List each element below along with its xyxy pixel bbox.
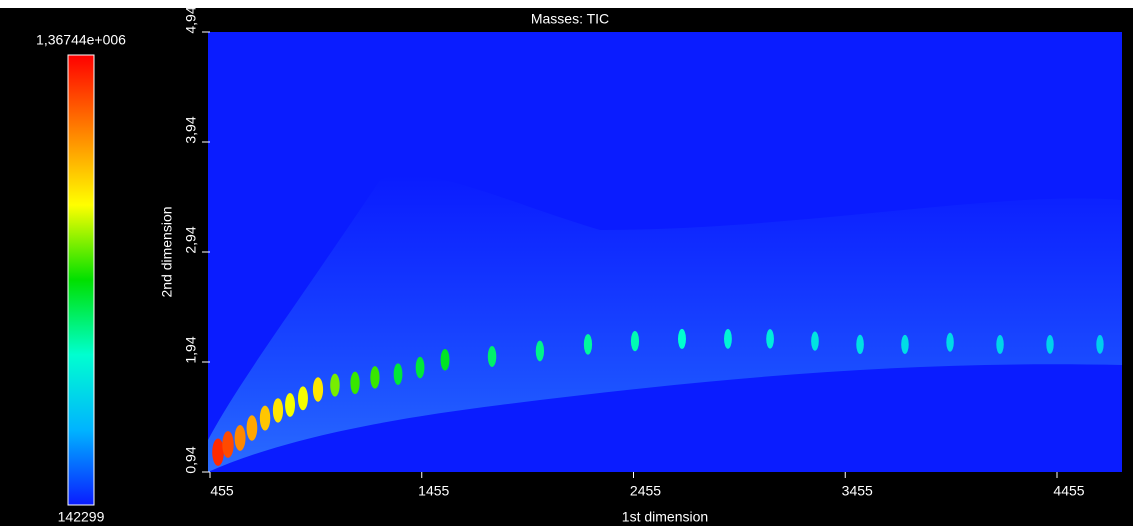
peak	[630, 330, 640, 352]
peak	[259, 405, 271, 431]
peak	[724, 329, 732, 349]
peak	[234, 424, 246, 451]
peak	[901, 334, 909, 354]
peak	[350, 371, 360, 395]
colorbar	[67, 54, 95, 506]
peak	[766, 329, 774, 349]
x-tick-label: 3455	[842, 483, 873, 499]
chart-title: Masses: TIC	[531, 11, 609, 27]
peak	[1096, 335, 1104, 354]
peak	[440, 348, 450, 371]
x-tick-label: 1455	[418, 483, 449, 499]
colorbar-label: 1,36744e+006	[36, 32, 126, 48]
peak	[856, 334, 864, 355]
y-tick-label: 1,94	[183, 336, 199, 363]
signal-band	[208, 174, 1122, 472]
y-tick-label: 2,94	[183, 226, 199, 253]
peak	[677, 328, 686, 349]
y-tick-label: 0,94	[183, 446, 199, 473]
peak	[272, 398, 284, 423]
peak	[222, 431, 234, 458]
y-tick-label: 3,94	[183, 116, 199, 143]
peak	[212, 438, 224, 466]
peak	[487, 346, 497, 367]
y-axis-label: 2nd dimension	[159, 206, 175, 297]
x-tick-label: 4455	[1053, 483, 1084, 499]
x-axis-label: 1st dimension	[622, 509, 708, 525]
peak	[535, 340, 545, 362]
peak	[996, 334, 1004, 354]
x-tick-label: 455	[210, 483, 234, 499]
peak	[246, 415, 258, 441]
y-tick-label: 4,94	[183, 6, 199, 33]
peak	[297, 386, 308, 411]
x-tick-label: 2455	[630, 483, 661, 499]
peak	[583, 334, 593, 355]
peak	[1046, 334, 1054, 354]
peak	[312, 377, 324, 402]
colorbar-label: 142299	[58, 509, 105, 525]
peak	[330, 373, 340, 397]
peak	[811, 331, 819, 351]
peak	[946, 332, 954, 352]
peak	[370, 366, 380, 389]
peak	[415, 356, 425, 379]
peak	[285, 392, 296, 417]
peak	[393, 363, 403, 385]
